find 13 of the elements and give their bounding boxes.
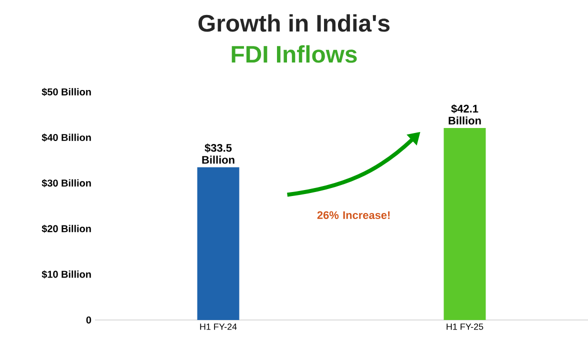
chart-subtitle: FDI Inflows [232,45,357,63]
y-tick-label: 0 [86,316,92,324]
data-label: $42.1 Billion [448,104,481,125]
y-tick-label: $40 Billion [42,134,91,142]
y-tick-label: $10 Billion [42,270,91,278]
y-tick-label: $30 Billion [42,179,91,188]
y-tick-label: $50 Billion [42,88,91,96]
x-tick-label: H1 FY-25 [446,324,484,330]
y-tick-label: $20 Billion [42,224,91,233]
x-tick-label: H1 FY-24 [200,324,237,330]
annotation: 26% Increase! [317,211,390,219]
chart-title: Growth in India's [198,14,390,32]
data-label: $33.5 Billion [202,144,234,164]
